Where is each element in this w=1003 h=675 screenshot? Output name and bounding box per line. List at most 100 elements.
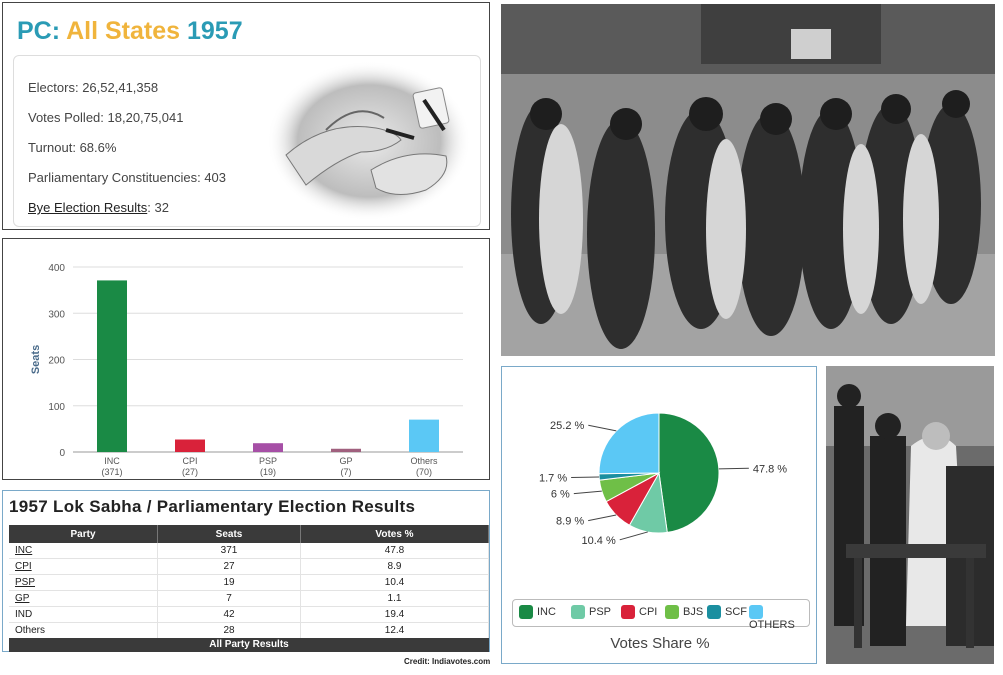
x-tick-sublabel: (19) — [260, 467, 276, 477]
electors-label: Electors: — [28, 80, 79, 95]
turnout-label: Turnout: — [28, 140, 76, 155]
seats-cell: 19 — [157, 574, 301, 591]
pie-label-connector — [573, 490, 602, 495]
votes-cell: 19.4 — [300, 606, 489, 623]
summary-panel: PC: All States 1957 Electors: 26,52,41,3… — [2, 2, 490, 230]
y-tick-label: 200 — [48, 356, 65, 367]
results-table-panel: 1957 Lok Sabha / Parliamentary Election … — [2, 490, 490, 652]
party-link[interactable]: INC — [9, 543, 158, 559]
legend-swatch — [749, 605, 763, 619]
pie-value-label: 10.4 % — [582, 535, 616, 547]
credit-text: Credit: Indiavotes.com — [404, 657, 491, 666]
page-title: PC: All States 1957 — [17, 17, 243, 46]
legend-item-scf[interactable]: SCF — [707, 605, 747, 621]
pie-label-connector — [588, 424, 617, 432]
party-link[interactable]: GP — [9, 590, 158, 607]
party-link[interactable]: CPI — [9, 558, 158, 575]
y-tick-label: 0 — [59, 448, 65, 459]
pie-title: Votes Share % — [610, 635, 710, 652]
legend-item-bjs[interactable]: BJS — [665, 605, 703, 621]
electors-stat: Electors: 26,52,41,358 — [28, 80, 158, 95]
votes-cell: 1.1 — [300, 590, 489, 607]
table-header-row: Party Seats Votes % — [9, 525, 489, 543]
bye-election-stat: Bye Election Results: 32 — [28, 200, 169, 215]
all-party-results-button[interactable]: All Party Results — [9, 638, 489, 652]
pie-label-connector — [718, 467, 749, 470]
header-votes[interactable]: Votes % — [300, 525, 489, 543]
legend-swatch — [571, 605, 585, 619]
party-name: IND — [9, 606, 158, 623]
seats-cell: 7 — [157, 590, 301, 607]
voters-queue-photo — [501, 4, 995, 356]
votes-cell: 47.8 — [300, 543, 489, 559]
y-tick-label: 300 — [48, 309, 65, 320]
constituencies-value: 403 — [204, 170, 227, 185]
x-tick-sublabel: (371) — [101, 467, 122, 477]
party-name: Others — [9, 622, 158, 639]
bye-election-link[interactable]: Bye Election Results — [28, 200, 148, 215]
table-row: GP 7 1.1 — [9, 590, 489, 607]
voting-hand-illustration — [267, 61, 471, 221]
votes-polled-stat: Votes Polled: 18,20,75,041 — [28, 110, 183, 125]
header-seats[interactable]: Seats — [157, 525, 301, 543]
pie-label-connector — [571, 476, 600, 478]
constituencies-stat: Parliamentary Constituencies: 403 — [28, 170, 226, 185]
legend-swatch — [519, 605, 533, 619]
votes-cell: 12.4 — [300, 622, 489, 639]
bar-psp[interactable] — [253, 443, 283, 452]
pie-label-connector — [588, 514, 617, 522]
table-row: INC 371 47.8 — [9, 543, 489, 559]
party-link[interactable]: PSP — [9, 574, 158, 591]
legend-item-others[interactable]: OTHERS — [749, 605, 809, 631]
legend-item-inc[interactable]: INC — [519, 605, 556, 621]
x-tick-sublabel: (7) — [341, 467, 352, 477]
ballot-box-photo — [826, 366, 994, 664]
pie-legend: INC PSP CPI BJS SCF OTHERS — [512, 599, 810, 631]
legend-swatch — [707, 605, 721, 619]
table-row: PSP 19 10.4 — [9, 574, 489, 591]
pie-value-label: 6 % — [551, 489, 570, 501]
x-tick-sublabel: (70) — [416, 467, 432, 477]
table-row: Others 28 12.4 — [9, 622, 489, 639]
table-row: CPI 27 8.9 — [9, 558, 489, 575]
table-row: IND 42 19.4 — [9, 606, 489, 623]
seats-cell: 27 — [157, 558, 301, 575]
votes-polled-label: Votes Polled: — [28, 110, 104, 125]
title-prefix: PC: — [17, 17, 61, 45]
y-axis-label: Seats — [30, 345, 42, 374]
slice-others[interactable] — [598, 412, 660, 475]
header-party[interactable]: Party — [9, 525, 158, 543]
votes-polled-value: 18,20,75,041 — [107, 110, 184, 125]
x-tick-label: Others — [410, 456, 438, 466]
x-tick-label: INC — [104, 456, 120, 466]
votes-cell: 8.9 — [300, 558, 489, 575]
x-tick-label: CPI — [182, 456, 197, 466]
pie-value-label: 47.8 % — [753, 463, 787, 475]
electors-value: 26,52,41,358 — [82, 80, 159, 95]
turnout-stat: Turnout: 68.6% — [28, 140, 116, 155]
bar-cpi[interactable] — [175, 439, 205, 452]
pie-value-label: 25.2 % — [550, 420, 584, 432]
seats-cell: 371 — [157, 543, 301, 559]
summary-card: Electors: 26,52,41,358 Votes Polled: 18,… — [13, 55, 481, 227]
bar-inc[interactable] — [97, 280, 127, 452]
bye-election-value: 32 — [154, 200, 169, 215]
seats-bar-chart-panel: 0 100 200 300 400 Seats INC (371) CPI (27) PSP (19)… — [2, 238, 490, 480]
legend-item-cpi[interactable]: CPI — [621, 605, 657, 621]
seats-cell: 42 — [157, 606, 301, 623]
seats-bar-chart: 0 100 200 300 400 Seats INC(371) CPI(27) PSP(19)… — [30, 263, 463, 477]
slice-inc[interactable] — [658, 412, 720, 533]
x-tick-label: GP — [339, 456, 352, 466]
pie-value-label: 8.9 % — [556, 516, 584, 528]
y-tick-label: 400 — [48, 263, 65, 274]
seats-cell: 28 — [157, 622, 301, 639]
bar-others[interactable] — [409, 419, 439, 452]
legend-item-psp[interactable]: PSP — [571, 605, 611, 621]
bar-gp[interactable] — [331, 448, 361, 452]
voters-queue-image — [501, 4, 995, 356]
votes-share-pie-chart: 47.8 % 10.4 % 8.9 % 6 % 1.7 % 25.2 % — [539, 412, 787, 547]
title-states[interactable]: All States — [66, 17, 181, 45]
title-year: 1957 — [186, 17, 243, 45]
y-tick-label: 100 — [48, 402, 65, 413]
legend-swatch — [621, 605, 635, 619]
